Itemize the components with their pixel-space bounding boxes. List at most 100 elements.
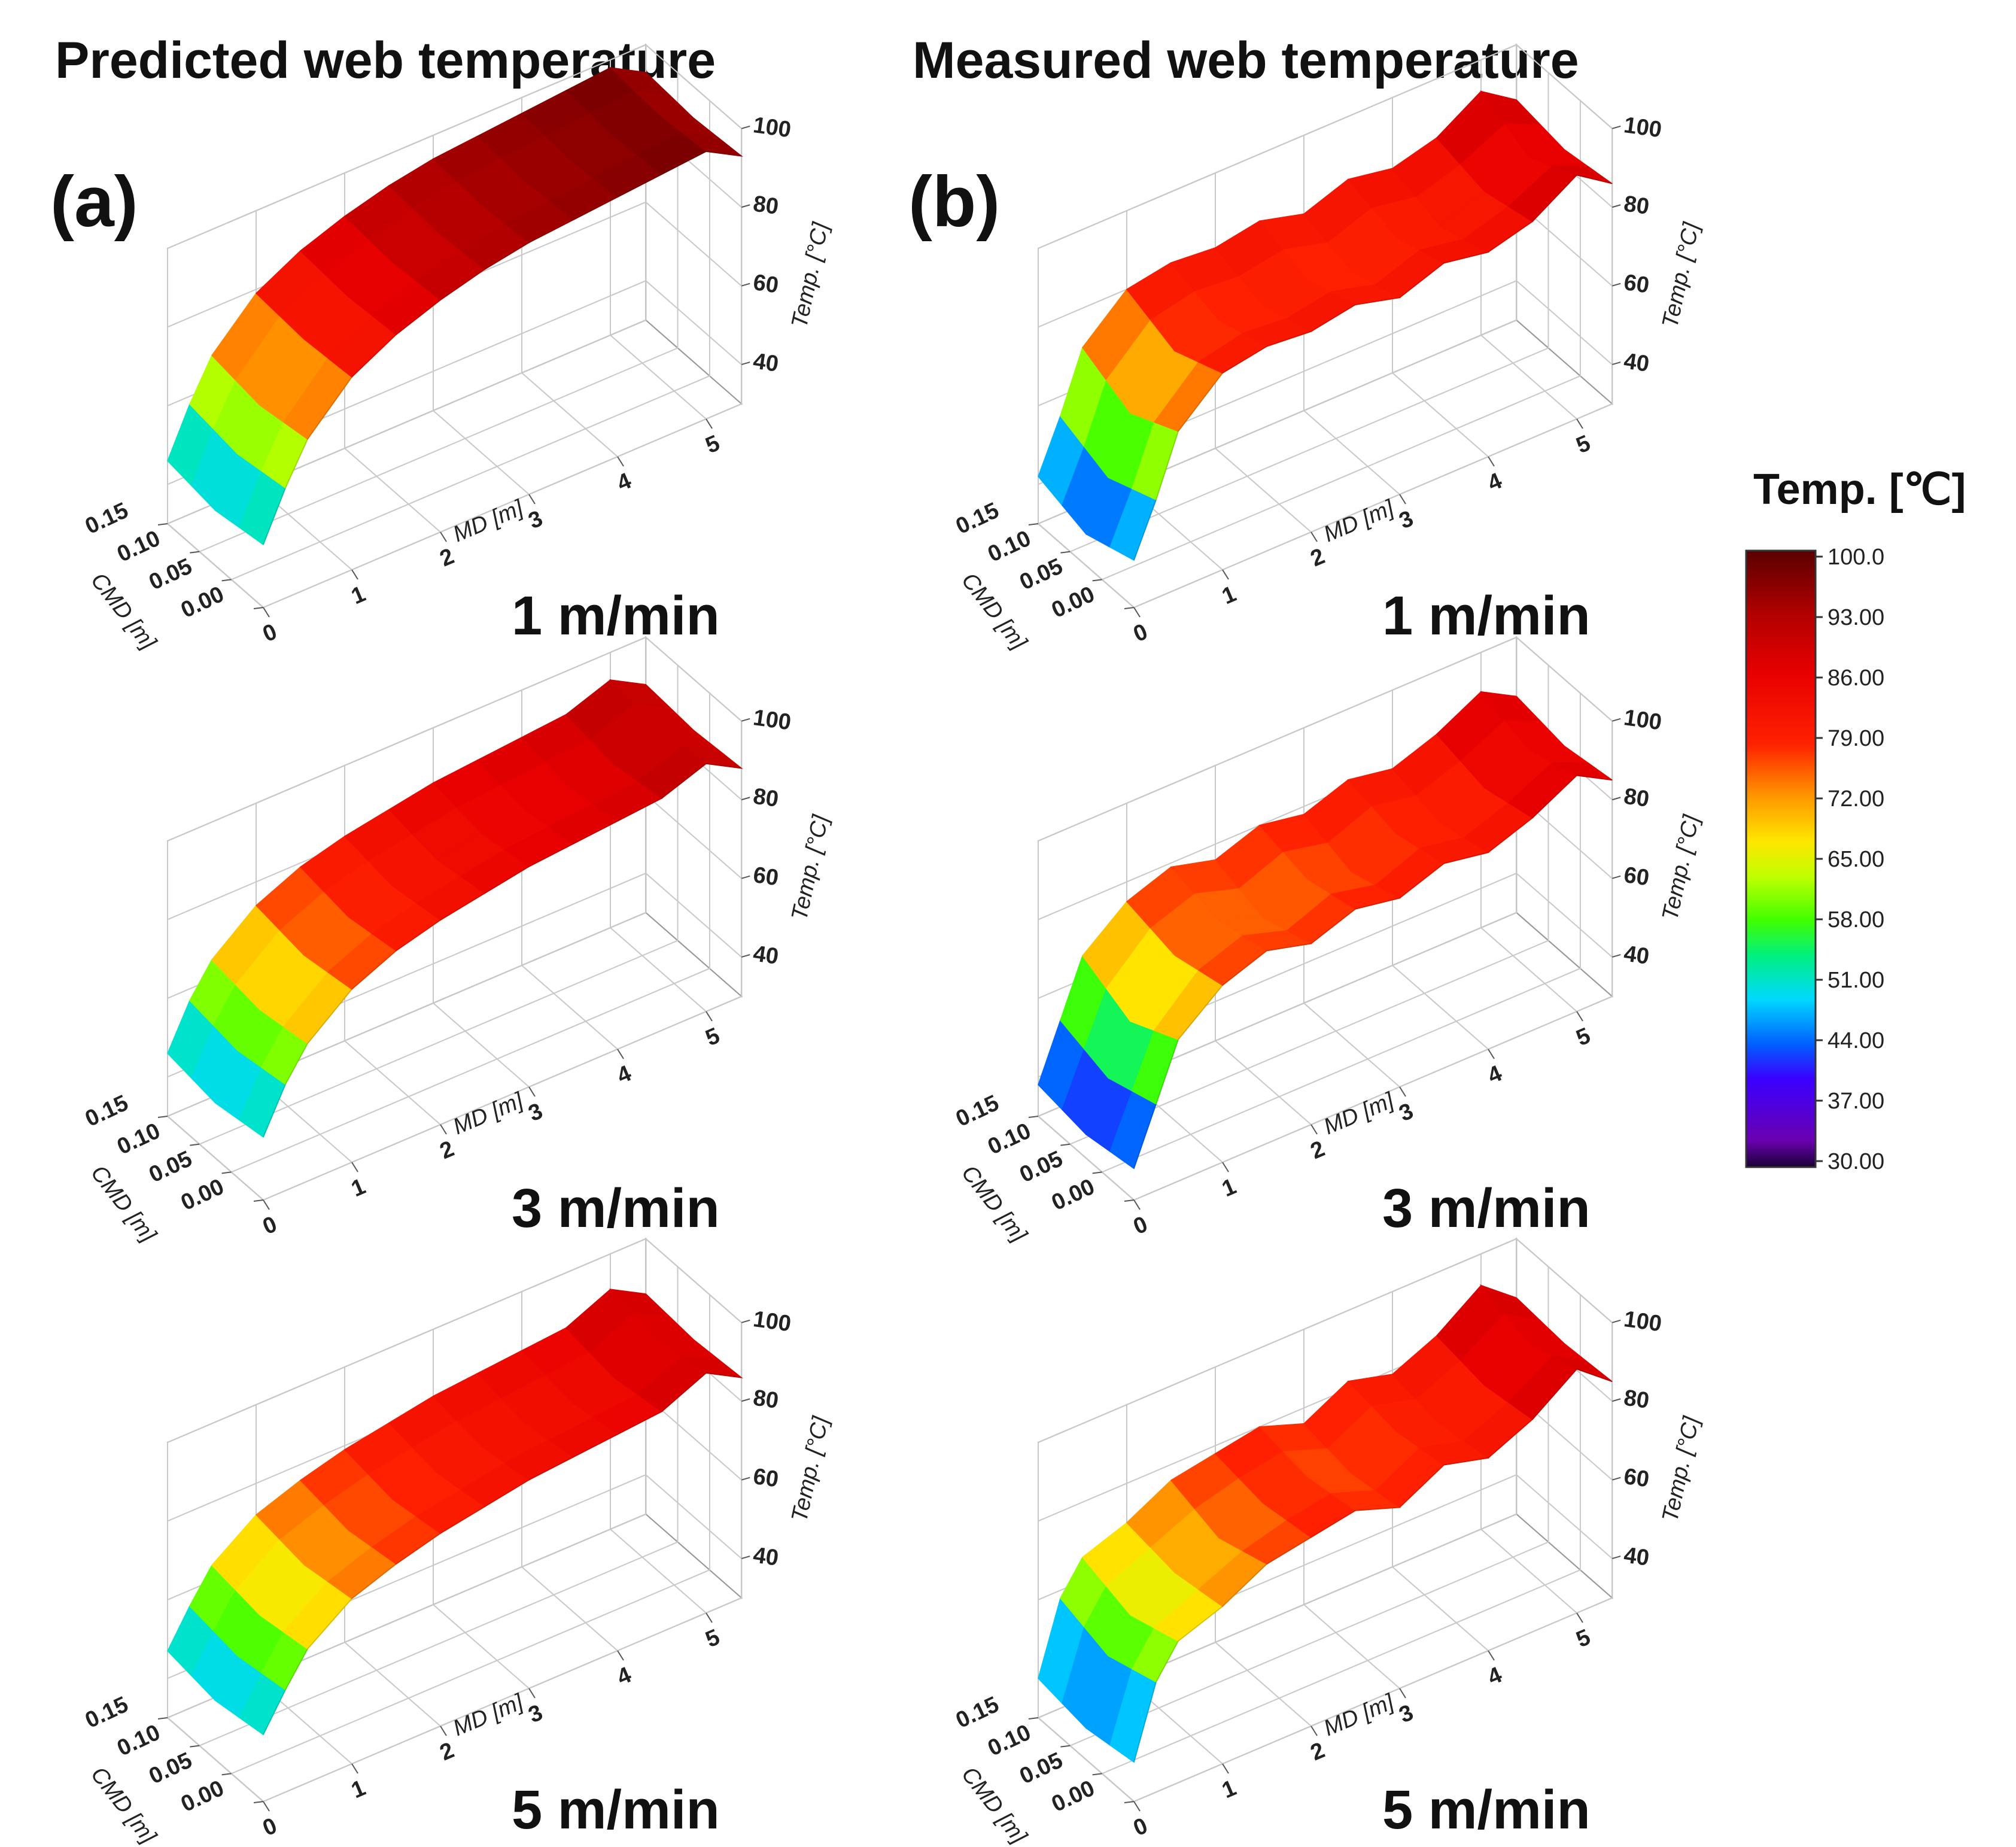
speed-label-a2: 3 m/min: [512, 1178, 720, 1239]
temp-tick-label: 40: [752, 1542, 780, 1570]
md-tick-label: 4: [613, 468, 635, 496]
md-tick-label: 2: [436, 543, 458, 572]
colorbar-tick-label: 72.00: [1828, 786, 1884, 812]
temp-tick-label: 40: [1622, 1542, 1651, 1570]
grid-line-cmd: [263, 1322, 743, 1802]
colorbar-tick-label: 44.00: [1828, 1028, 1884, 1053]
surface-patch: [680, 1355, 743, 1378]
temperature-surface: [1038, 1284, 1613, 1763]
grid-line-cmd: [1133, 1322, 1613, 1802]
md-tick-mark: [1133, 1801, 1141, 1812]
cmd-tick-label: 0.10: [113, 1118, 164, 1159]
cmd-tick-mark: [221, 1171, 232, 1174]
md-tick-mark: [263, 1801, 270, 1812]
md-tick-label: 0: [1130, 1211, 1151, 1240]
cmd-tick-mark: [1092, 1773, 1102, 1776]
cmd-tick-label: 0.15: [952, 1090, 1003, 1132]
temp-tick-label: 80: [1622, 784, 1651, 812]
temperature-surface: [167, 1289, 743, 1736]
md-tick-mark: [706, 1612, 713, 1623]
temp-tick-mark: [741, 1556, 750, 1560]
colorbar-tick-label: 30.00: [1828, 1149, 1884, 1174]
cmd-tick-label: 0.10: [113, 1720, 164, 1761]
colorbar-title: Temp. [℃]: [1753, 466, 1966, 514]
temperature-surface: [167, 679, 743, 1138]
colorbar-ticks: 100.0 93.00 86.00 79.00 72.00 65.00 58.00 51.00…: [1816, 545, 1884, 1174]
md-tick-mark: [1222, 1162, 1229, 1172]
surface-patch: [1552, 762, 1613, 781]
grid-line-cmd: [1133, 721, 1613, 1201]
cmd-tick-mark: [221, 579, 232, 582]
colorbar-tick-label: 65.00: [1828, 847, 1884, 872]
temperature-surface: [1038, 90, 1613, 561]
md-tick-label: 1: [348, 581, 369, 609]
cmd-tick-mark: [221, 1773, 232, 1776]
cmd-tick-mark: [253, 1199, 264, 1202]
cmd-tick-mark: [1028, 523, 1039, 525]
temp-tick-mark: [1611, 1556, 1621, 1560]
colorbar-tick-label: 37.00: [1828, 1089, 1884, 1114]
md-tick-label: 1: [348, 1174, 369, 1202]
md-tick-mark: [1399, 494, 1406, 505]
md-tick-mark: [617, 1049, 624, 1059]
temp-tick-label: 40: [1622, 941, 1651, 969]
md-tick-mark: [440, 1124, 447, 1135]
md-axis-label: MD [m]: [449, 495, 527, 547]
temp-tick-label: 100: [1622, 1307, 1664, 1336]
md-tick-mark: [263, 607, 270, 618]
temp-tick-mark: [1611, 718, 1621, 722]
colorbar-tick-label: 58.00: [1828, 907, 1884, 932]
md-tick-label: 1: [1218, 1174, 1240, 1202]
temp-tick-label: 100: [1622, 705, 1664, 735]
md-tick-mark: [351, 569, 358, 580]
md-tick-mark: [1222, 1763, 1229, 1774]
grid-line-cmd: [1102, 101, 1581, 581]
surface-front-edge: [263, 763, 742, 1138]
temp-tick-label: 40: [752, 941, 780, 969]
md-tick-mark: [1488, 1650, 1495, 1661]
cmd-tick-mark: [1124, 1199, 1135, 1202]
grid-line-temp: [167, 1238, 742, 1443]
cmd-tick-label: 0.10: [113, 525, 164, 567]
cmd-tick-label: 0.15: [81, 498, 132, 539]
md-tick-mark: [1488, 456, 1495, 467]
cmd-tick-label: 0.00: [1048, 582, 1099, 623]
md-tick-mark: [528, 494, 536, 505]
temp-tick-label: 80: [1622, 192, 1651, 220]
cmd-tick-label: 0.15: [81, 1090, 132, 1132]
temp-tick-label: 100: [752, 705, 793, 735]
colorbar: Temp. [℃] 100.0 93.00 86.00 79.00 72.00 65.00…: [1745, 466, 1966, 1174]
cmd-tick-label: 0.00: [1048, 1776, 1099, 1817]
speed-label-b1: 1 m/min: [1382, 585, 1591, 646]
md-tick-mark: [263, 1199, 270, 1210]
temp-tick-mark: [741, 954, 750, 958]
cmd-tick-mark: [157, 1116, 168, 1118]
md-axis-label: MD [m]: [1320, 1087, 1398, 1140]
md-tick-label: 2: [1307, 1136, 1328, 1164]
temp-tick-label: 40: [1622, 348, 1651, 376]
md-tick-mark: [1399, 1086, 1406, 1097]
temp-tick-mark: [1611, 125, 1621, 129]
cmd-tick-label: 0.10: [984, 1118, 1035, 1159]
cmd-tick-mark: [1124, 1801, 1135, 1803]
temp-tick-mark: [1611, 204, 1621, 208]
grid-line-temp: [1038, 280, 1613, 485]
cmd-tick-mark: [1028, 1116, 1039, 1118]
right-wall: [1516, 43, 1613, 406]
grid-line-cmd: [231, 1295, 710, 1775]
surface-front-edge: [1133, 1368, 1613, 1763]
md-tick-label: 0: [259, 1211, 281, 1240]
md-axis-label: MD [m]: [449, 1087, 527, 1140]
md-tick-label: 3: [525, 1700, 546, 1728]
surface-front-edge: [1133, 774, 1613, 1169]
cmd-tick-label: 0.00: [1048, 1174, 1099, 1216]
md-tick-mark: [528, 1688, 536, 1699]
temp-tick-mark: [1611, 797, 1621, 801]
temp-tick-label: 60: [752, 270, 780, 298]
panel-letter-a: (a): [50, 162, 138, 242]
temp-tick-label: 80: [1622, 1386, 1651, 1414]
md-tick-label: 4: [613, 1662, 635, 1690]
temp-tick-mark: [741, 1477, 750, 1481]
